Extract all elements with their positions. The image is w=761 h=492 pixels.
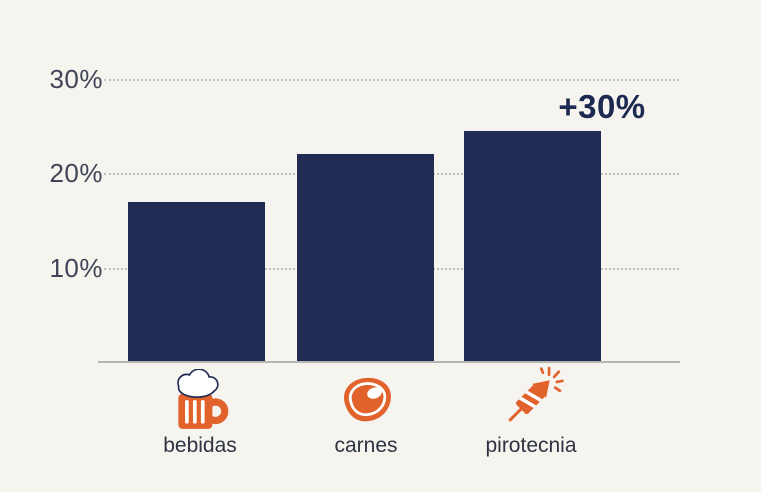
bar-carnes — [297, 154, 434, 362]
category-label-carnes: carnes — [334, 434, 398, 457]
y-tick-label-20: 20% — [49, 158, 103, 189]
bar-bebidas — [128, 201, 265, 362]
bar-pirotecnia — [464, 130, 601, 362]
firework-rocket-icon — [498, 366, 564, 432]
category-label-bebidas: bebidas — [163, 434, 237, 457]
beer-mug-icon — [167, 368, 233, 435]
category-label-pirotecnia: pirotecnia — [485, 434, 577, 457]
gridline-30pct — [104, 79, 679, 81]
y-tick-label-30: 30% — [49, 64, 103, 94]
y-tick-label-10: 10% — [49, 252, 103, 283]
x-axis-line — [98, 361, 680, 363]
annotation-plus-30pct: +30% — [558, 88, 646, 125]
steak-icon — [334, 371, 400, 437]
